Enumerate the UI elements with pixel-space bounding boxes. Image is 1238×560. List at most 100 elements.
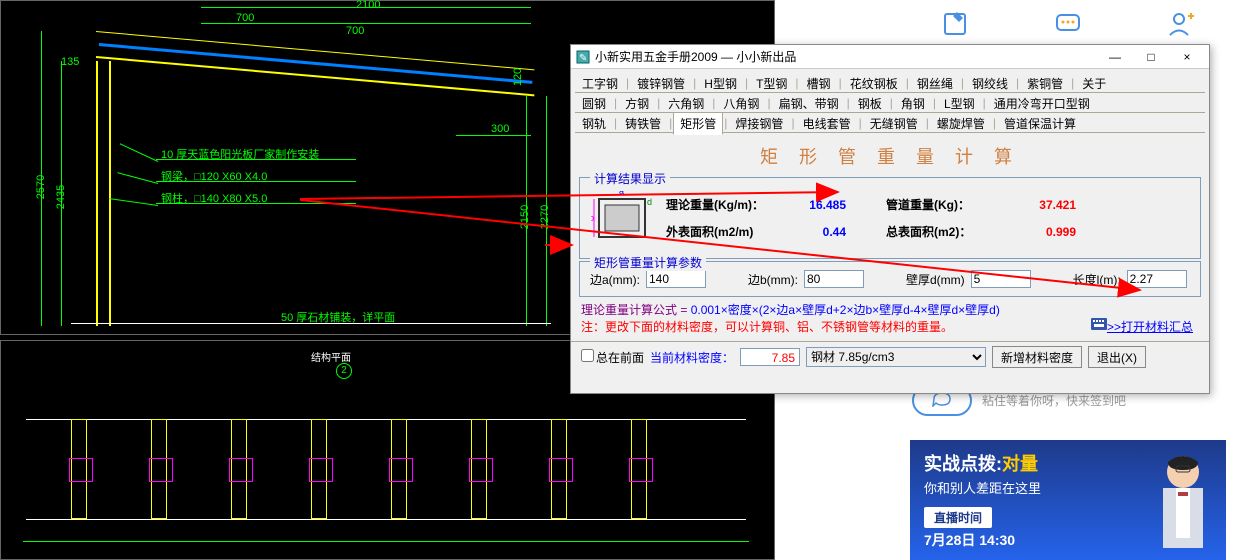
tab-八角钢[interactable]: 八角钢 bbox=[716, 92, 766, 114]
tab-紫铜管[interactable]: 紫铜管 bbox=[1020, 72, 1070, 94]
titlebar[interactable]: ✎ 小新实用五金手册2009 — 小小新出品 — □ × bbox=[571, 45, 1209, 69]
note-icon[interactable] bbox=[933, 6, 977, 42]
tab-工字钢[interactable]: 工字钢 bbox=[575, 72, 625, 94]
cad-note-3: 钢柱，□140 X80 X5.0 bbox=[161, 190, 267, 206]
tab-圆钢[interactable]: 圆钢 bbox=[575, 92, 613, 114]
label-side-a: 边a(mm): bbox=[590, 271, 640, 288]
cad-note-1: 10 厚天蓝色阳光板厂家制作安装 bbox=[161, 146, 319, 162]
tabs-area: 工字钢|镀锌钢管|H型钢|T型钢|槽钢|花纹钢板|钢丝绳|钢绞线|紫铜管|关于 … bbox=[571, 69, 1209, 137]
results-fieldset: 计算结果显示 a b d 理论重量(Kg/m)： 16.485 管道重量(Kg)… bbox=[579, 177, 1201, 259]
promo-person-icon bbox=[1148, 448, 1218, 548]
cad-dim-2100: 2100 bbox=[356, 0, 380, 11]
tab-六角钢[interactable]: 六角钢 bbox=[661, 92, 711, 114]
tab-无缝钢管[interactable]: 无缝钢管 bbox=[863, 112, 925, 134]
tab-钢丝绳[interactable]: 钢丝绳 bbox=[910, 72, 960, 94]
tab-方钢[interactable]: 方钢 bbox=[618, 92, 656, 114]
tab-角钢[interactable]: 角钢 bbox=[894, 92, 932, 114]
formula-body: 0.001×密度×(2×边a×壁厚d+2×边b×壁厚d-4×壁厚d×壁厚d) bbox=[691, 303, 1000, 317]
minimize-button[interactable]: — bbox=[1097, 46, 1133, 68]
promo-title-a: 实战点拨: bbox=[924, 454, 1002, 474]
label-total-area: 总表面积(m2)： bbox=[886, 223, 996, 240]
tab-通用冷弯开口型钢[interactable]: 通用冷弯开口型钢 bbox=[987, 92, 1097, 114]
tab-钢轨[interactable]: 钢轨 bbox=[575, 112, 613, 134]
app-icon: ✎ bbox=[575, 49, 591, 65]
tab-花纹钢板[interactable]: 花纹钢板 bbox=[843, 72, 905, 94]
promo-title-b: 对量 bbox=[1002, 454, 1038, 474]
cad-dim-2570: 2570 bbox=[35, 175, 47, 199]
window-title: 小新实用五金手册2009 — 小小新出品 bbox=[595, 48, 1097, 65]
always-on-top-label[interactable]: 总在前面 bbox=[581, 349, 644, 366]
cad-dim-120: 120 bbox=[512, 68, 524, 86]
keyboard-icon bbox=[1091, 318, 1107, 330]
tab-螺旋焊管[interactable]: 螺旋焊管 bbox=[930, 112, 992, 134]
cad-lower-title: 结构平面 bbox=[311, 349, 351, 364]
label-side-b: 边b(mm): bbox=[748, 271, 798, 288]
tab-槽钢[interactable]: 槽钢 bbox=[800, 72, 838, 94]
input-length-l[interactable] bbox=[1127, 270, 1187, 288]
svg-text:✎: ✎ bbox=[579, 53, 587, 64]
label-thickness-d: 壁厚d(mm) bbox=[906, 271, 965, 288]
section-diagram-icon: a b d bbox=[590, 190, 654, 246]
cad-dim-2270: 2270 bbox=[539, 205, 551, 229]
cad-dim-2150: 2150 bbox=[519, 205, 531, 229]
cad-dim-135: 135 bbox=[61, 56, 79, 68]
density-value: 7.85 bbox=[740, 348, 800, 366]
value-total-area: 0.999 bbox=[996, 225, 1076, 239]
label-length-l: 长度l(m): bbox=[1073, 271, 1121, 288]
tabs-row-1: 工字钢|镀锌钢管|H型钢|T型钢|槽钢|花纹钢板|钢丝绳|钢绞线|紫铜管|关于 bbox=[575, 73, 1205, 93]
density-label: 当前材料密度： bbox=[650, 349, 734, 366]
params-fieldset: 矩形管重量计算参数 边a(mm): 边b(mm): 壁厚d(mm) 长度l(m)… bbox=[579, 261, 1201, 297]
new-density-button[interactable]: 新增材料密度 bbox=[992, 346, 1082, 368]
cad-note-2: 钢梁，□120 X60 X4.0 bbox=[161, 168, 267, 184]
promo-badge: 直播时间 bbox=[924, 507, 992, 528]
tab-管道保温计算[interactable]: 管道保温计算 bbox=[997, 112, 1083, 134]
cad-dim-2435: 2435 bbox=[55, 185, 67, 209]
chat-icon[interactable] bbox=[1046, 6, 1090, 42]
material-select[interactable]: 钢材 7.85g/cm3 bbox=[806, 347, 986, 367]
promo-banner[interactable]: 实战点拨:对量 你和别人差距在这里 直播时间 7月28日 14:30 bbox=[910, 440, 1226, 560]
tabs-row-2: 圆钢|方钢|六角钢|八角钢|扁钢、带钢|钢板|角钢|L型钢|通用冷弯开口型钢 bbox=[575, 93, 1205, 113]
input-thickness-d[interactable] bbox=[971, 270, 1031, 288]
tab-扁钢、带钢[interactable]: 扁钢、带钢 bbox=[772, 92, 846, 114]
always-on-top-checkbox[interactable] bbox=[581, 349, 594, 362]
tab-T型钢[interactable]: T型钢 bbox=[749, 72, 794, 94]
tabs-row-3: 钢轨|铸铁管|矩形管|焊接钢管|电线套管|无缝钢管|螺旋焊管|管道保温计算 bbox=[575, 113, 1205, 133]
open-materials-link[interactable]: >>打开材料汇总 bbox=[1107, 318, 1193, 335]
input-side-b[interactable] bbox=[804, 270, 864, 288]
calculator-dialog: ✎ 小新实用五金手册2009 — 小小新出品 — □ × 工字钢|镀锌钢管|H型… bbox=[570, 44, 1210, 394]
value-outer-area: 0.44 bbox=[776, 225, 846, 239]
label-theory-weight: 理论重量(Kg/m)： bbox=[666, 196, 776, 213]
value-theory-weight: 16.485 bbox=[776, 198, 846, 212]
label-outer-area: 外表面积(m2/m) bbox=[666, 223, 776, 240]
tab-L型钢[interactable]: L型钢 bbox=[937, 92, 982, 114]
formula-prefix: 理论重量计算公式 = bbox=[581, 303, 691, 317]
params-legend: 矩形管重量计算参数 bbox=[590, 254, 706, 271]
cad-note-4: 50 厚石材铺装，详平面 bbox=[281, 309, 395, 325]
tab-钢板[interactable]: 钢板 bbox=[851, 92, 889, 114]
tab-铸铁管[interactable]: 铸铁管 bbox=[618, 112, 668, 134]
cad-lower-num: 2 bbox=[336, 363, 352, 379]
formula-text: 理论重量计算公式 = 0.001×密度×(2×边a×壁厚d+2×边b×壁厚d-4… bbox=[571, 299, 1209, 337]
value-pipe-weight: 37.421 bbox=[996, 198, 1076, 212]
label-pipe-weight: 管道重量(Kg)： bbox=[886, 196, 996, 213]
bottom-bar: 总在前面 当前材料密度： 7.85 钢材 7.85g/cm3 新增材料密度 退出… bbox=[571, 341, 1209, 372]
svg-text:a: a bbox=[619, 191, 624, 196]
input-side-a[interactable] bbox=[646, 270, 706, 288]
maximize-button[interactable]: □ bbox=[1133, 46, 1169, 68]
svg-text:d: d bbox=[647, 197, 652, 207]
tab-电线套管[interactable]: 电线套管 bbox=[796, 112, 858, 134]
cad-dim-700a: 700 bbox=[236, 12, 254, 24]
exit-button[interactable]: 退出(X) bbox=[1088, 346, 1146, 368]
close-button[interactable]: × bbox=[1169, 46, 1205, 68]
tab-焊接钢管[interactable]: 焊接钢管 bbox=[728, 112, 790, 134]
signin-bubble-text: 粘住等着你呀，快来签到吧 bbox=[982, 392, 1126, 409]
svg-text:b: b bbox=[591, 213, 594, 223]
tab-镀锌钢管[interactable]: 镀锌钢管 bbox=[630, 72, 692, 94]
tab-矩形管[interactable]: 矩形管 bbox=[673, 112, 723, 135]
tab-H型钢[interactable]: H型钢 bbox=[697, 72, 744, 94]
tab-关于[interactable]: 关于 bbox=[1075, 72, 1113, 94]
add-user-icon[interactable] bbox=[1159, 6, 1203, 42]
cad-dim-700b: 700 bbox=[346, 25, 364, 37]
formula-note: 注：更改下面的材料密度，可以计算铜、铝、不锈钢管等材料的重量。 bbox=[581, 320, 953, 334]
tab-钢绞线[interactable]: 钢绞线 bbox=[965, 72, 1015, 94]
